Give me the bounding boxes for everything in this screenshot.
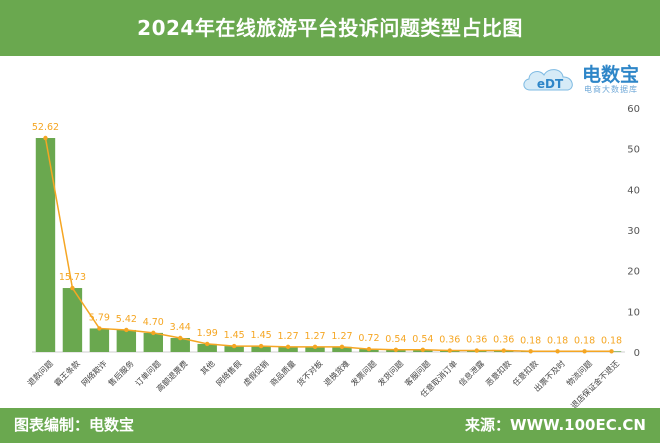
bar	[224, 346, 244, 352]
logo: eDT 电数宝 电商大数据库	[520, 60, 650, 98]
y-tick-label: 60	[627, 104, 640, 115]
data-label: 0.36	[493, 335, 514, 346]
data-label: 0.18	[520, 335, 541, 346]
line-point	[151, 330, 156, 336]
logo-name: 电数宝	[582, 64, 640, 86]
line-point	[528, 349, 533, 354]
data-label: 0.36	[439, 335, 460, 346]
data-label: 0.18	[547, 335, 568, 346]
line-point	[447, 348, 452, 353]
logo-tagline: 电商大数据库	[584, 85, 638, 94]
bar	[251, 346, 271, 352]
x-tick-label: 霸王条款	[52, 358, 82, 388]
line-point	[420, 347, 426, 353]
data-label: 0.54	[412, 334, 433, 345]
data-label: 4.70	[143, 317, 164, 328]
x-tick-label: 货不对板	[295, 358, 325, 388]
bar	[197, 343, 217, 352]
x-tick-label: 信息泄露	[456, 358, 486, 388]
x-tick-label: 退店保证金不退还	[569, 358, 621, 408]
data-label: 0.36	[466, 335, 487, 346]
x-tick-label: 退换货难	[322, 358, 352, 388]
x-tick-label: 虚假促销	[241, 358, 271, 388]
header-bar	[0, 0, 660, 56]
y-tick-label: 20	[627, 267, 640, 278]
x-tick-label: 发票问题	[349, 358, 379, 388]
cloud-logo-icon: eDT	[523, 69, 573, 91]
line-point	[285, 344, 291, 350]
data-label: 52.62	[32, 122, 59, 133]
line-point	[555, 349, 560, 354]
line-point	[609, 349, 614, 354]
footer-credit: 图表编制：电数宝	[14, 416, 135, 434]
line-point	[43, 135, 48, 141]
bar	[332, 346, 352, 352]
line-point	[474, 348, 479, 353]
x-tick-label: 恶意扣款	[483, 358, 513, 388]
data-label: 0.72	[358, 333, 379, 344]
y-tick-label: 50	[627, 145, 640, 156]
line-point	[178, 335, 183, 341]
data-label: 5.42	[116, 314, 137, 325]
footer-bar	[0, 408, 660, 443]
logo-mark-text: eDT	[537, 77, 564, 91]
bar	[35, 138, 56, 352]
data-label: 1.45	[224, 330, 245, 341]
line-point	[97, 326, 102, 331]
data-label: 15.73	[59, 272, 86, 283]
bar	[116, 329, 137, 352]
y-tick-label: 40	[627, 185, 640, 196]
bar	[62, 288, 83, 352]
line-point	[312, 344, 318, 350]
data-label: 0.54	[385, 334, 406, 345]
line-point	[501, 348, 506, 353]
data-label: 1.27	[277, 331, 298, 342]
line-point	[366, 346, 372, 352]
chart-title: 2024年在线旅游平台投诉问题类型占比图	[137, 16, 523, 40]
x-tick-label: 退款问题	[25, 358, 55, 388]
bar	[89, 328, 110, 352]
bar	[305, 346, 325, 352]
line-point	[582, 349, 587, 354]
y-tick-label: 10	[627, 307, 640, 318]
line-point	[339, 344, 345, 350]
data-label: 5.79	[89, 312, 110, 323]
data-label: 1.45	[251, 330, 272, 341]
x-tick-label: 发货问题	[376, 358, 406, 388]
x-tick-label: 网络欺诈	[79, 358, 109, 388]
y-tick-label: 0	[634, 348, 640, 359]
bar	[143, 332, 163, 352]
x-tick-label: 商品质量	[268, 358, 298, 388]
line-point	[231, 343, 237, 349]
line-point	[258, 343, 264, 349]
line-point	[124, 327, 129, 333]
line-point	[205, 341, 210, 347]
data-label: 0.18	[601, 335, 622, 346]
line-point	[70, 285, 75, 291]
data-label: 1.99	[197, 328, 218, 339]
series-line	[44, 137, 612, 353]
x-tick-label: 其他	[198, 358, 216, 376]
data-label: 1.27	[304, 331, 325, 342]
data-label: 0.18	[574, 335, 595, 346]
x-tick-label: 售后服务	[106, 358, 136, 388]
data-label: 3.44	[170, 322, 191, 333]
y-tick-label: 30	[627, 226, 640, 237]
line-point	[393, 347, 399, 353]
footer-source: 来源：WWW.100EC.CN	[465, 416, 646, 434]
bar	[278, 346, 298, 352]
bar	[170, 338, 190, 352]
data-label: 1.27	[331, 331, 352, 342]
x-tick-label: 网络售假	[214, 358, 244, 388]
